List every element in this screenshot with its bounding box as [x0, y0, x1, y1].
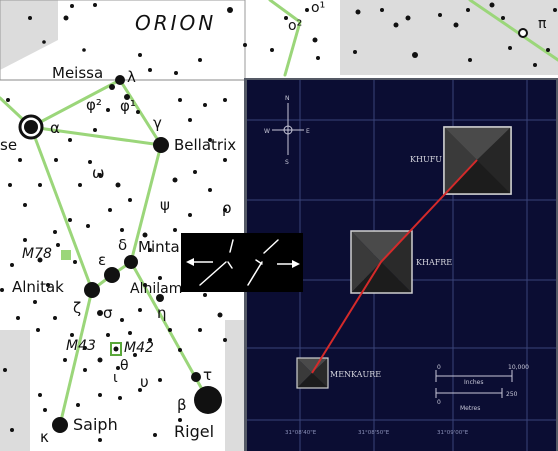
mintaka-star	[124, 255, 138, 269]
pi-star	[518, 28, 528, 38]
compass-rose: N W E S	[264, 95, 310, 166]
label-betelgeuse-partial: se	[0, 136, 17, 154]
field-stars	[0, 2, 557, 442]
chart-shaded-region	[0, 0, 58, 70]
label-kappa: κ	[40, 428, 49, 446]
label-alnilam: Alnilam	[130, 281, 182, 297]
label-rho: ρ	[222, 199, 232, 217]
constellation-title: ORION	[135, 11, 216, 35]
label-beta: β	[177, 396, 187, 414]
label-omicron1: o¹	[311, 0, 325, 16]
label-epsilon: ε	[98, 251, 106, 269]
saiph-star	[52, 417, 68, 433]
label-bellatrix: Bellatrix	[174, 136, 236, 154]
label-alnitak: Alnitak	[12, 278, 64, 296]
label-m43: M43	[66, 338, 96, 354]
label-alpha: α	[50, 119, 60, 137]
label-khufu: KHUFU	[410, 155, 442, 164]
pyramid-menkaure	[296, 357, 329, 389]
m42-core	[113, 346, 119, 352]
label-theta: θ	[120, 358, 129, 374]
rigel-star	[194, 386, 222, 414]
scale-top-unit: Inches	[464, 379, 484, 386]
alnilam-star	[104, 267, 120, 283]
label-omega: ω	[92, 164, 105, 182]
pyramid-khufu	[443, 126, 512, 195]
eta-star	[156, 294, 164, 302]
label-saiph: Saiph	[73, 415, 118, 434]
m78-marker	[61, 250, 71, 260]
betelgeuse-core	[24, 120, 38, 134]
scale-bar: 0 10,000 Inches 0 250 Metres	[435, 364, 529, 412]
label-rigel: Rigel	[174, 422, 214, 441]
compass-w: W	[264, 128, 270, 135]
scale-bottom-end: 250	[506, 391, 518, 398]
label-menkaure: MENKAURE	[330, 370, 381, 379]
chart-shaded-region	[225, 320, 245, 451]
scale-top-zero: 0	[437, 364, 441, 371]
label-zeta: ζ	[73, 299, 81, 317]
label-tau: τ	[203, 366, 212, 384]
phi2-star	[109, 84, 115, 90]
compass-e: E	[306, 128, 310, 135]
label-psi: ψ	[160, 196, 170, 214]
compass-n: N	[285, 95, 290, 102]
sigma-star	[97, 310, 103, 316]
label-gamma: γ	[153, 114, 162, 132]
tau-star	[191, 372, 201, 382]
label-phi1: φ¹	[120, 97, 136, 115]
label-upsilon: υ	[140, 373, 149, 391]
phi1-star	[124, 94, 130, 100]
meissa-star	[115, 75, 125, 85]
coord-label: 31°09'00"E	[437, 430, 469, 436]
scale-top-end: 10,000	[508, 364, 529, 371]
label-m78: M78	[22, 246, 52, 262]
belt-comparison-sketch	[199, 239, 279, 286]
coord-label: 31°08'50"E	[358, 430, 390, 436]
comparison-symbol-box	[181, 233, 303, 292]
pyramid-labels: KHUFU KHAFRE MENKAURE	[330, 155, 452, 379]
named-stars	[18, 28, 528, 433]
label-eta: η	[157, 304, 167, 322]
left-arrow-icon	[186, 258, 213, 266]
label-m42: M42	[124, 340, 154, 356]
scale-bottom-zero: 0	[437, 399, 441, 406]
alnitak-star	[84, 282, 100, 298]
label-khafre: KHAFRE	[416, 258, 452, 267]
label-sigma: σ	[103, 304, 113, 322]
alignment-line	[311, 159, 478, 374]
coord-label: 31°08'40"E	[285, 430, 317, 436]
compass-s: S	[285, 159, 289, 166]
scale-bottom-unit: Metres	[460, 405, 480, 412]
label-delta: δ	[118, 236, 127, 254]
label-omicron2: o²	[288, 18, 302, 34]
label-iota: ι	[113, 370, 118, 386]
right-arrow-icon	[277, 260, 300, 268]
bellatrix-star	[153, 137, 169, 153]
label-phi2: φ²	[86, 96, 102, 114]
chart-labels: ORION Meissa λ φ² φ¹ α se γ Bellatrix ω …	[0, 0, 547, 446]
chart-shaded-region	[0, 330, 30, 451]
label-meissa: Meissa	[52, 64, 103, 82]
label-pi: π	[538, 16, 547, 32]
coordinate-labels: 31°08'40"E 31°08'50"E 31°09'00"E	[285, 430, 469, 436]
label-mintaka: Minta	[138, 238, 180, 256]
label-lambda: λ	[127, 68, 136, 86]
